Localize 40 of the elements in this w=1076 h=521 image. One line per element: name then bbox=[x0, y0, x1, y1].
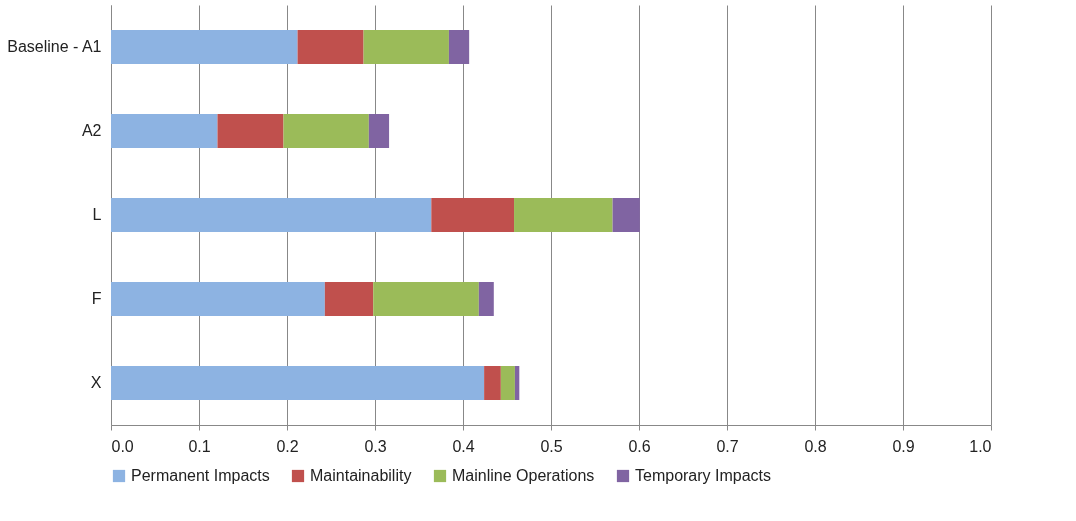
y-tick-label: Baseline - A1 bbox=[7, 38, 102, 55]
x-tick-label: 0.7 bbox=[716, 437, 739, 455]
x-tick-label: 0.5 bbox=[540, 437, 563, 455]
y-tick-label: X bbox=[90, 374, 102, 391]
bar bbox=[373, 282, 479, 316]
y-tick-label: L bbox=[92, 206, 102, 223]
bar bbox=[111, 198, 432, 232]
legend-label: Mainline Operations bbox=[452, 467, 595, 484]
y-tick-label: A2 bbox=[81, 122, 102, 139]
bar bbox=[111, 114, 218, 148]
x-tick-label: 1.0 bbox=[969, 437, 992, 455]
x-tick-label: 0.8 bbox=[804, 437, 827, 455]
bar bbox=[478, 282, 494, 316]
x-tick-label: 0.0 bbox=[111, 437, 134, 455]
bar bbox=[111, 366, 485, 400]
bar bbox=[431, 198, 515, 232]
bar bbox=[283, 114, 369, 148]
legend-label: Temporary Impacts bbox=[635, 467, 772, 484]
bar bbox=[368, 114, 390, 148]
x-tick-label: 0.4 bbox=[452, 437, 475, 455]
bar bbox=[217, 114, 284, 148]
bar bbox=[324, 282, 374, 316]
x-tick-label: 0.1 bbox=[188, 437, 211, 455]
bar bbox=[514, 366, 520, 400]
x-tick-label: 0.9 bbox=[892, 437, 915, 455]
x-tick-label: 0.2 bbox=[276, 437, 299, 455]
legend-label: Maintainability bbox=[310, 467, 412, 484]
bar bbox=[111, 30, 298, 64]
y-tick-label: F bbox=[91, 290, 102, 307]
bar bbox=[612, 198, 640, 232]
x-tick-label: 0.6 bbox=[628, 437, 651, 455]
bar bbox=[484, 366, 501, 400]
bar bbox=[448, 30, 470, 64]
bar bbox=[500, 366, 515, 400]
legend-label: Permanent Impacts bbox=[131, 467, 270, 484]
bar bbox=[514, 198, 613, 232]
bar bbox=[111, 282, 325, 316]
bar bbox=[297, 30, 364, 64]
x-tick-label: 0.3 bbox=[364, 437, 387, 455]
bar bbox=[363, 30, 449, 64]
